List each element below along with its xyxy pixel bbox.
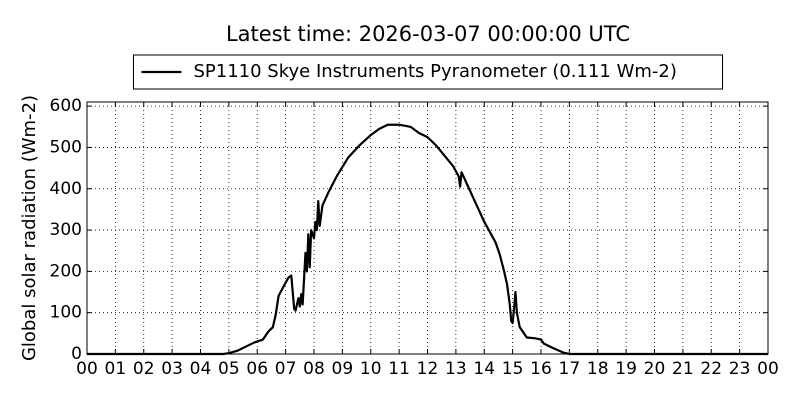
x-tick-label: 05: [218, 359, 240, 379]
x-tick-label: 00: [76, 359, 98, 379]
y-tick-label: 400: [50, 179, 82, 199]
x-tick-label: 09: [332, 359, 354, 379]
x-tick-label: 14: [473, 359, 495, 379]
y-tick-label: 200: [50, 261, 82, 281]
y-axis-label: Global solar radiation (Wm-2): [19, 95, 40, 361]
plot-frame: [86, 101, 769, 355]
data-line: [87, 123, 768, 356]
x-tick-label: 16: [530, 359, 552, 379]
x-tick-label: 02: [133, 359, 155, 379]
y-tick-label: 100: [50, 303, 82, 323]
x-tick-label: 13: [445, 359, 467, 379]
x-tick-label: 19: [615, 359, 637, 379]
x-tick-label: 00: [757, 359, 779, 379]
chart-title: Latest time: 2026-03-07 00:00:00 UTC: [226, 22, 630, 46]
x-tick-label: 20: [644, 359, 666, 379]
x-tick-label: 18: [587, 359, 609, 379]
legend-label: SP1110 Skye Instruments Pyranometer (0.1…: [194, 61, 677, 82]
x-tick-label: 07: [275, 359, 297, 379]
legend-box: [133, 54, 723, 90]
x-tick-label: 17: [559, 359, 581, 379]
x-tick-label: 11: [388, 359, 410, 379]
y-tick-label: 500: [50, 137, 82, 157]
x-tick-label: 03: [161, 359, 183, 379]
x-tick-label: 15: [502, 359, 524, 379]
x-tick-label: 08: [303, 359, 325, 379]
y-tick-label: 0: [71, 344, 82, 364]
x-tick-label: 10: [360, 359, 382, 379]
x-tick-label: 06: [246, 359, 268, 379]
x-tick-label: 12: [417, 359, 439, 379]
y-tick-label: 300: [50, 220, 82, 240]
x-tick-label: 22: [700, 359, 722, 379]
x-tick-label: 01: [105, 359, 127, 379]
x-tick-label: 04: [190, 359, 212, 379]
x-tick-label: 21: [672, 359, 694, 379]
y-tick-label: 600: [50, 96, 82, 116]
x-tick-label: 23: [729, 359, 751, 379]
